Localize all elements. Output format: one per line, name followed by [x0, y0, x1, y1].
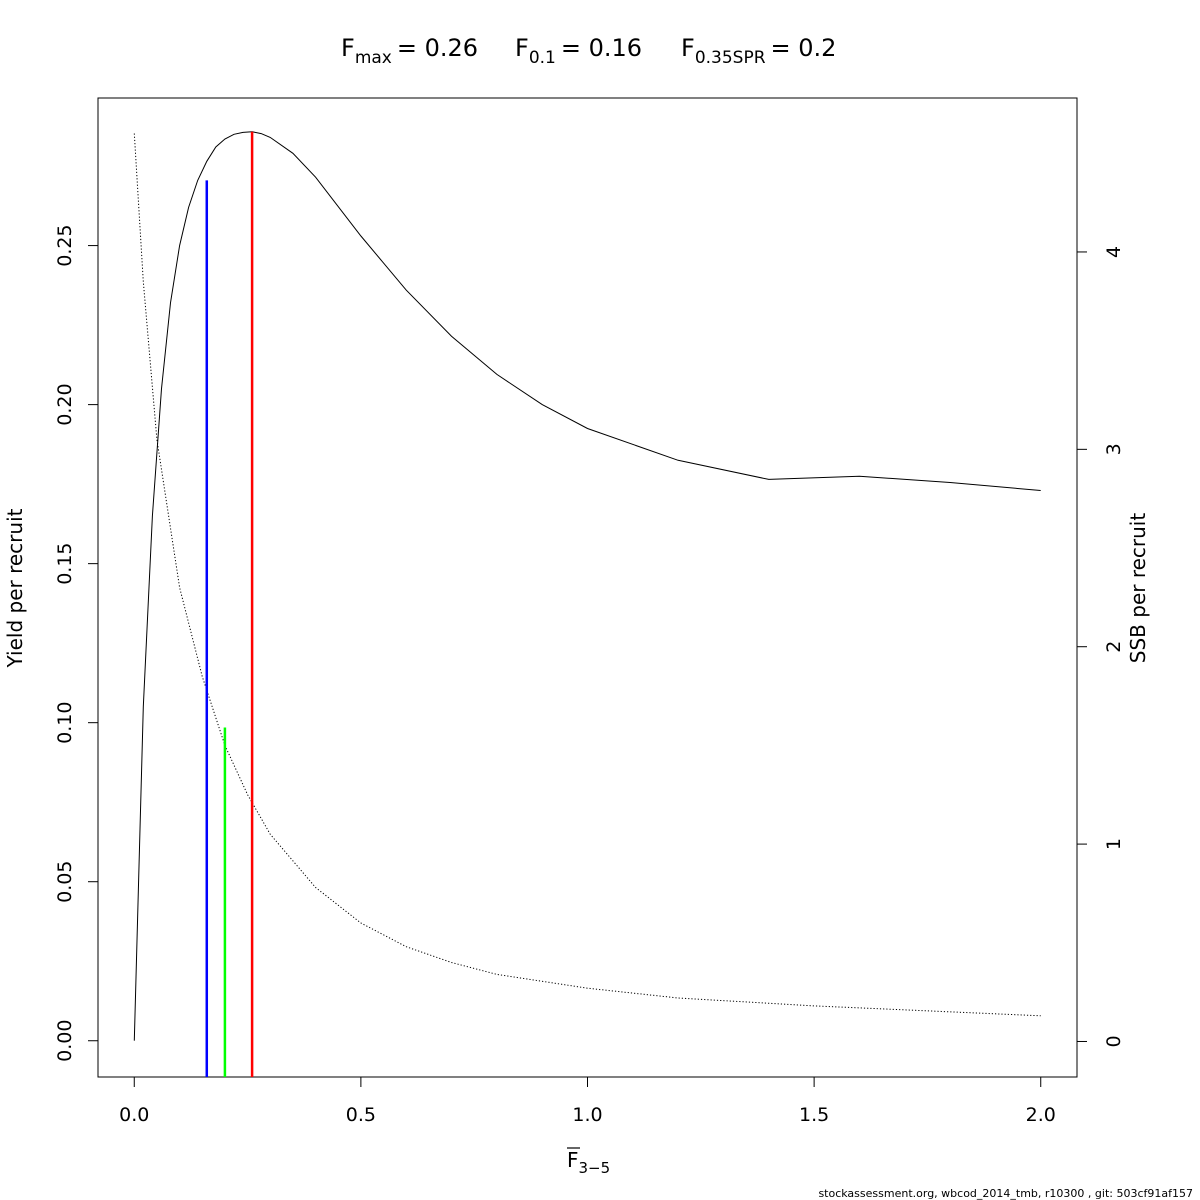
y-axis-left: 0.00 0.05 0.10 0.15 0.20 0.25	[54, 224, 98, 1062]
title-fmax-label: F	[341, 34, 355, 62]
yield-per-recruit-line	[133, 131, 1041, 1041]
y-tick-label: 0.05	[54, 861, 76, 903]
x-tick-label: 1.0	[572, 1104, 602, 1126]
chart-title: Fmax = 0.26 F0.1 = 0.16 F0.35SPR = 0.2	[341, 34, 836, 68]
y-tick-label: 0.20	[54, 383, 76, 425]
x-axis-label: F3−5	[567, 1148, 610, 1177]
y-tick-label: 0.15	[54, 542, 76, 584]
y-axis-right: 0 1 2 3 4	[1077, 246, 1125, 1048]
y-tick-label: 0.10	[54, 702, 76, 744]
y2-tick-label: 1	[1103, 838, 1125, 850]
title-f01-sub: 0.1	[529, 48, 556, 68]
series-group	[133, 131, 1041, 1041]
title-fmax-value: = 0.26	[397, 34, 478, 62]
title-f01-value: = 0.16	[561, 34, 642, 62]
plot-frame	[97, 97, 1078, 1078]
x-tick-label: 2.0	[1026, 1104, 1056, 1126]
title-f035-value: = 0.2	[771, 34, 837, 62]
x-axis-label-base: F	[567, 1148, 579, 1172]
title-f035-label: F	[681, 34, 695, 62]
y2-tick-label: 3	[1103, 443, 1125, 455]
x-tick-label: 1.5	[799, 1104, 829, 1126]
x-tick-label: 0.5	[346, 1104, 376, 1126]
y-tick-label: 0.00	[54, 1020, 76, 1062]
title-f01-label: F	[515, 34, 529, 62]
footer-text: stockassessment.org, wbcod_2014_tmb, r10…	[818, 1187, 1193, 1200]
title-f035-sub: 0.35SPR	[695, 48, 766, 68]
reference-lines	[205, 131, 254, 1077]
y2-axis-label: SSB per recruit	[1126, 513, 1150, 664]
y-tick-label: 0.25	[54, 224, 76, 266]
y2-tick-label: 4	[1103, 246, 1125, 258]
y2-tick-label: 0	[1103, 1035, 1125, 1047]
y-axis-label: Yield per recruit	[3, 508, 27, 668]
title-fmax-sub: max	[355, 48, 392, 68]
x-tick-label: 0.0	[119, 1104, 149, 1126]
ssb-per-recruit-line	[133, 133, 1041, 1017]
y2-tick-label: 2	[1103, 641, 1125, 653]
x-axis-label-sub: 3−5	[579, 1159, 611, 1177]
x-axis: 0.0 0.5 1.0 1.5 2.0	[119, 1077, 1056, 1126]
